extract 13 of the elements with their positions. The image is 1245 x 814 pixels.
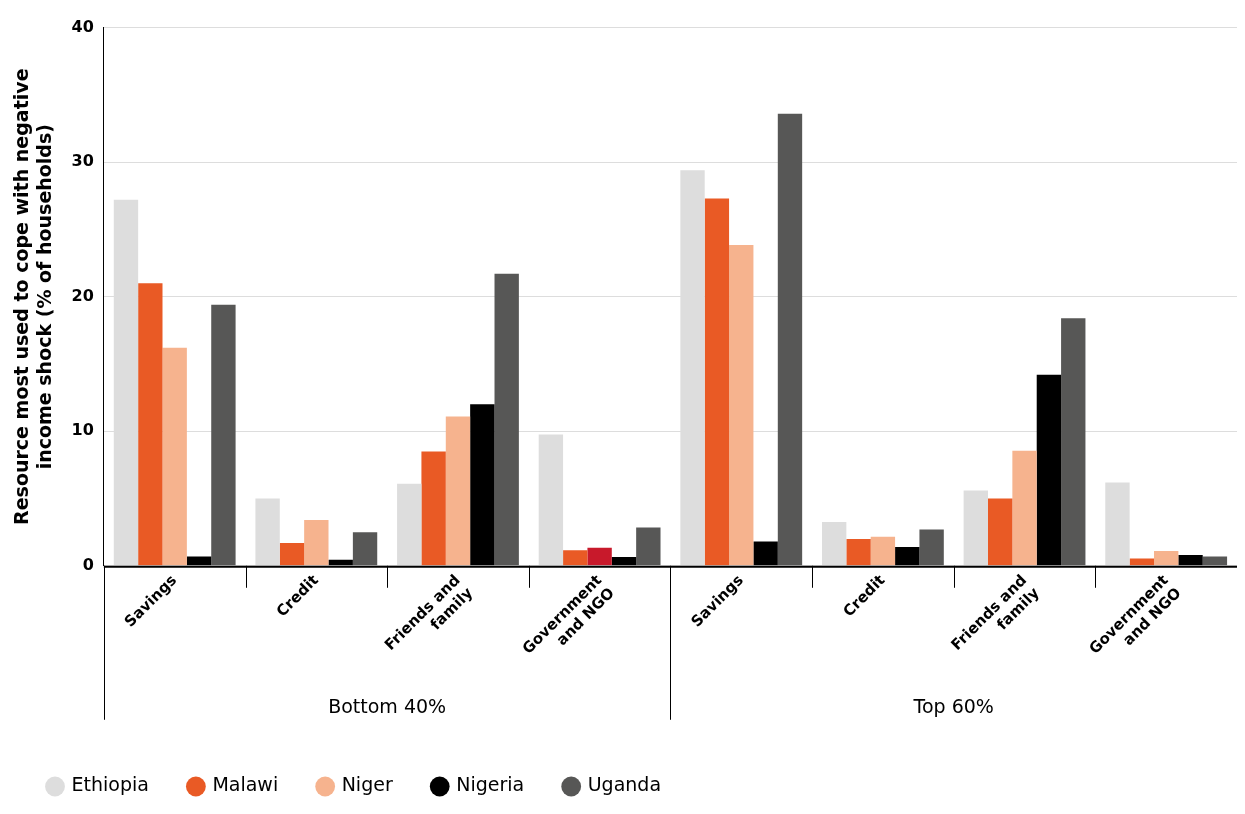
y-tick-label: 40 [71,16,94,36]
text: Bottom 40% [328,694,447,717]
legend-label: Malawi [212,773,279,796]
text: Top 60% [912,694,994,717]
legend-label: Ethiopia [71,773,149,796]
legend-label: Uganda [587,773,662,796]
y-axis-title: Resource most used to cope with negative income shock (% of households) [10,68,56,525]
y-tick-label: 10 [71,420,94,440]
y-tick-label: 0 [82,554,94,574]
y-tick-label: 20 [71,285,94,305]
y-tick-label: 30 [71,151,94,171]
legend-label: Nigeria [456,773,525,796]
legend-label: Niger [341,773,393,796]
